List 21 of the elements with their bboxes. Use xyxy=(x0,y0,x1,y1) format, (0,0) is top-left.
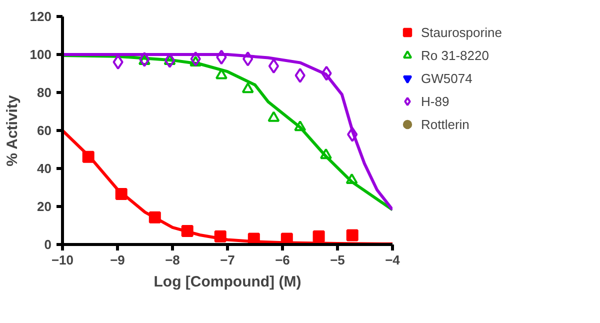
x-tick-label: −10 xyxy=(51,252,74,268)
legend-label: Ro 31-8220 xyxy=(421,48,489,62)
x-tick-label: −5 xyxy=(330,252,345,268)
y-tick-label: 40 xyxy=(37,161,52,176)
y-tick-label: 100 xyxy=(30,47,52,62)
legend-label: Rottlerin xyxy=(421,116,470,132)
y-axis-title: % Activity xyxy=(4,94,21,166)
legend-label: Staurosporine xyxy=(421,24,502,40)
legend-label: H-89 xyxy=(421,94,450,108)
y-tick-label: 60 xyxy=(37,123,52,138)
x-tick-label: −9 xyxy=(110,252,125,268)
y-tick-label: 20 xyxy=(37,199,52,214)
y-tick-label: 80 xyxy=(37,85,52,100)
x-tick-label: −7 xyxy=(220,252,235,268)
x-tick-label: −4 xyxy=(385,252,401,268)
x-axis-title: Log [Compound] (M) xyxy=(154,274,302,290)
y-tick-label: 0 xyxy=(44,237,52,252)
legend-label: GW5074 xyxy=(421,70,472,86)
x-tick-label: −8 xyxy=(165,252,180,268)
x-tick-label: −6 xyxy=(275,252,290,268)
y-tick-label: 120 xyxy=(30,9,52,24)
